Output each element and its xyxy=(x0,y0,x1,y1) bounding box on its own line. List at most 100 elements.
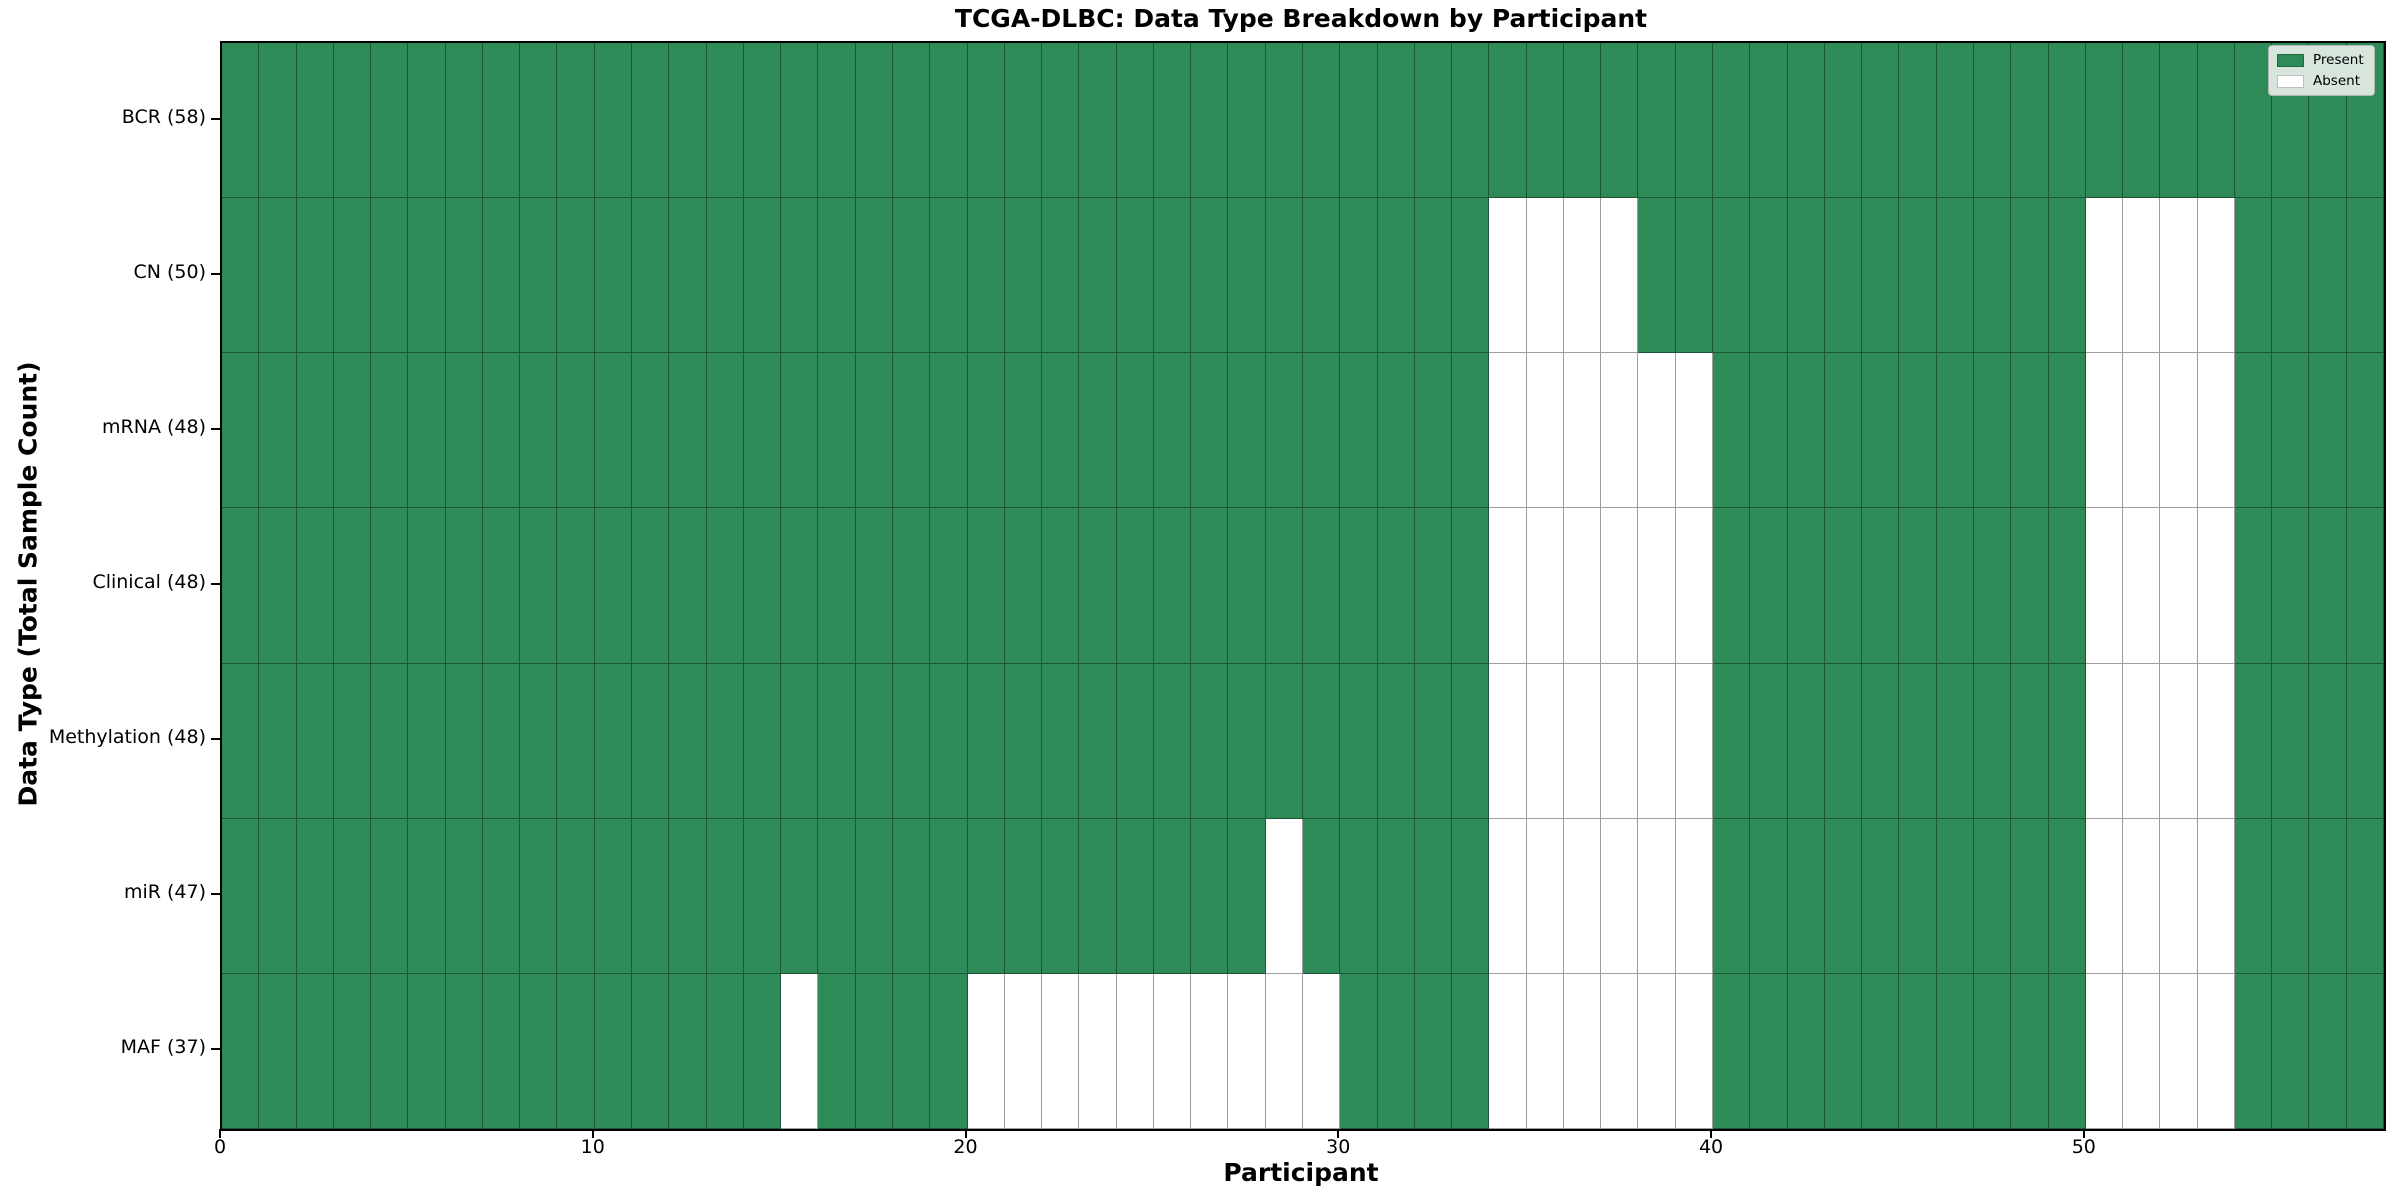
cell-CN-participant-54 xyxy=(2234,198,2273,354)
cell-Methylation-participant-24 xyxy=(1116,663,1154,819)
cell-Clinical-participant-20 xyxy=(967,508,1005,664)
x-tick-mark-10 xyxy=(591,1129,594,1138)
cell-Clinical-participant-14 xyxy=(743,508,782,664)
cell-Methylation-participant-29 xyxy=(1303,663,1341,819)
cell-miR-participant-55 xyxy=(2272,818,2310,974)
cell-BCR-participant-17 xyxy=(855,43,893,199)
cell-CN-participant-50 xyxy=(2085,198,2124,354)
legend: Present Absent xyxy=(2268,45,2375,96)
cell-Methylation-participant-5 xyxy=(408,663,446,819)
cell-Methylation-participant-41 xyxy=(1750,663,1788,819)
cell-CN-participant-24 xyxy=(1116,198,1154,354)
cell-BCR-participant-28 xyxy=(1265,43,1303,199)
cell-CN-participant-18 xyxy=(892,198,931,354)
cell-CN-participant-56 xyxy=(2309,198,2347,354)
cell-Methylation-participant-7 xyxy=(482,663,521,819)
cell-mRNA-participant-1 xyxy=(259,353,297,509)
cell-mRNA-participant-46 xyxy=(1936,353,1974,509)
cell-mRNA-participant-0 xyxy=(222,353,260,509)
cell-Methylation-participant-23 xyxy=(1079,663,1117,819)
cell-Clinical-participant-9 xyxy=(557,508,595,664)
cell-miR-participant-27 xyxy=(1228,818,1266,974)
cell-CN-participant-23 xyxy=(1079,198,1117,354)
cell-Clinical-participant-44 xyxy=(1862,508,1900,664)
cell-Methylation-participant-48 xyxy=(2011,663,2049,819)
cell-MAF-participant-36 xyxy=(1563,973,1602,1129)
cell-miR-participant-41 xyxy=(1750,818,1788,974)
cell-BCR-participant-32 xyxy=(1414,43,1453,199)
cell-Clinical-participant-51 xyxy=(2123,508,2161,664)
cell-mRNA-participant-24 xyxy=(1116,353,1154,509)
y-tick-label-miR: miR (47) xyxy=(123,881,206,904)
cell-MAF-participant-55 xyxy=(2272,973,2310,1129)
cell-miR-participant-26 xyxy=(1191,818,1229,974)
cell-Methylation-participant-2 xyxy=(296,663,334,819)
cell-BCR-participant-46 xyxy=(1936,43,1974,199)
plot-area xyxy=(220,41,2386,1131)
cell-Clinical-participant-17 xyxy=(855,508,893,664)
cell-mRNA-participant-11 xyxy=(632,353,670,509)
cell-Clinical-participant-41 xyxy=(1750,508,1788,664)
cell-miR-participant-43 xyxy=(1824,818,1863,974)
cell-Clinical-participant-15 xyxy=(781,508,819,664)
cell-miR-participant-35 xyxy=(1526,818,1564,974)
cell-CN-participant-5 xyxy=(408,198,446,354)
cell-Methylation-participant-56 xyxy=(2309,663,2347,819)
cell-Clinical-participant-25 xyxy=(1153,508,1192,664)
cell-BCR-participant-37 xyxy=(1601,43,1639,199)
cell-Methylation-participant-50 xyxy=(2085,663,2124,819)
cell-CN-participant-19 xyxy=(930,198,968,354)
cell-mRNA-participant-32 xyxy=(1414,353,1453,509)
cell-miR-participant-1 xyxy=(259,818,297,974)
cell-miR-participant-23 xyxy=(1079,818,1117,974)
cell-miR-participant-29 xyxy=(1303,818,1341,974)
cell-miR-participant-24 xyxy=(1116,818,1154,974)
legend-entry-absent: Absent xyxy=(2277,73,2364,89)
cell-MAF-participant-23 xyxy=(1079,973,1117,1129)
y-tick-label-BCR: BCR (58) xyxy=(121,105,206,128)
cell-mRNA-participant-4 xyxy=(371,353,409,509)
cell-Clinical-participant-16 xyxy=(818,508,856,664)
x-tick-mark-50 xyxy=(2082,1129,2085,1138)
cell-Methylation-participant-42 xyxy=(1787,663,1825,819)
cell-Methylation-participant-57 xyxy=(2346,663,2384,819)
cell-BCR-participant-20 xyxy=(967,43,1005,199)
cell-CN-participant-14 xyxy=(743,198,782,354)
cell-Clinical-participant-27 xyxy=(1228,508,1266,664)
y-tick-mark-CN xyxy=(211,272,220,275)
cell-BCR-participant-31 xyxy=(1377,43,1415,199)
cell-Methylation-participant-44 xyxy=(1862,663,1900,819)
cell-Methylation-participant-47 xyxy=(1973,663,2012,819)
cell-Methylation-participant-12 xyxy=(669,663,707,819)
cell-CN-participant-47 xyxy=(1973,198,2012,354)
cell-CN-participant-36 xyxy=(1563,198,1602,354)
cell-mRNA-participant-27 xyxy=(1228,353,1266,509)
cell-Clinical-participant-57 xyxy=(2346,508,2384,664)
cell-miR-participant-7 xyxy=(482,818,521,974)
cell-BCR-participant-27 xyxy=(1228,43,1266,199)
cell-miR-participant-39 xyxy=(1675,818,1714,974)
cell-mRNA-participant-36 xyxy=(1563,353,1602,509)
cell-mRNA-participant-54 xyxy=(2234,353,2273,509)
cell-BCR-participant-14 xyxy=(743,43,782,199)
cell-Methylation-participant-31 xyxy=(1377,663,1415,819)
cell-Clinical-participant-18 xyxy=(892,508,931,664)
y-axis-label: Data Type (Total Sample Count) xyxy=(13,361,43,807)
cell-CN-participant-31 xyxy=(1377,198,1415,354)
cell-miR-participant-38 xyxy=(1638,818,1676,974)
cell-MAF-participant-15 xyxy=(781,973,819,1129)
cell-CN-participant-12 xyxy=(669,198,707,354)
x-tick-label-10: 10 xyxy=(580,1136,605,1158)
cell-Methylation-participant-51 xyxy=(2123,663,2161,819)
y-tick-label-MAF: MAF (37) xyxy=(120,1036,206,1059)
cell-MAF-participant-48 xyxy=(2011,973,2049,1129)
cell-Methylation-participant-6 xyxy=(445,663,483,819)
cell-miR-participant-22 xyxy=(1042,818,1080,974)
cell-Methylation-participant-20 xyxy=(967,663,1005,819)
cell-BCR-participant-48 xyxy=(2011,43,2049,199)
cell-miR-participant-17 xyxy=(855,818,893,974)
cell-MAF-participant-13 xyxy=(706,973,744,1129)
cell-Clinical-participant-34 xyxy=(1489,508,1527,664)
cell-BCR-participant-36 xyxy=(1563,43,1602,199)
cell-BCR-participant-0 xyxy=(222,43,260,199)
